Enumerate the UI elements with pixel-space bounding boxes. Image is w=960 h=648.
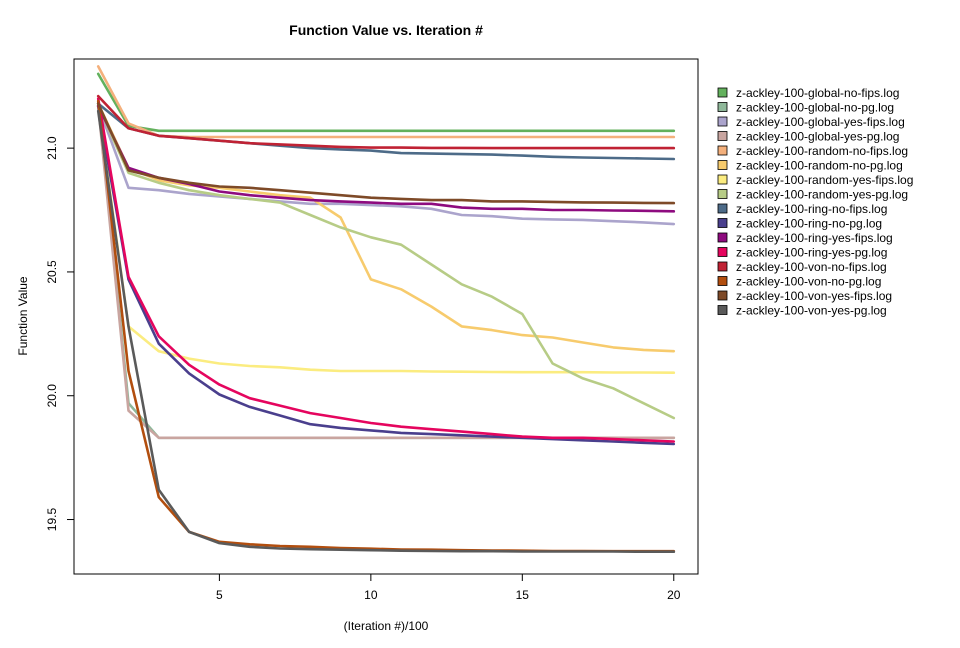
- legend-label: z-ackley-100-global-no-pg.log: [736, 101, 894, 115]
- series-line-1: [96, 72, 676, 133]
- series-line-7: [96, 104, 676, 375]
- x-axis-title: (Iteration #)/100: [344, 619, 429, 633]
- series-line-4: [96, 104, 676, 440]
- legend-label: z-ackley-100-random-no-pg.log: [736, 159, 903, 173]
- legend-swatch: [717, 276, 728, 286]
- series-line-11: [96, 104, 676, 213]
- y-tick-label: 20.0: [45, 384, 59, 408]
- series-line-5: [96, 65, 676, 139]
- legend-swatch: [717, 174, 728, 185]
- y-axis: 19.5 20.0 20.5 21.0: [45, 136, 74, 531]
- legend-label: z-ackley-100-von-yes-fips.log: [736, 289, 892, 303]
- x-tick-label: 15: [516, 588, 530, 602]
- legend-label: z-ackley-100-global-yes-fips.log: [736, 115, 905, 129]
- x-tick-label: 10: [364, 588, 378, 602]
- legend-swatch: [717, 247, 728, 257]
- x-tick-label: 5: [216, 588, 223, 602]
- legend-label: z-ackley-100-von-yes-pg.log: [736, 304, 887, 318]
- series-layer: [96, 65, 676, 554]
- legend-swatch: [717, 261, 728, 272]
- legend-label: z-ackley-100-random-no-fips.log: [736, 144, 908, 158]
- legend: z-ackley-100-global-no-fips.logz-ackley-…: [717, 86, 913, 318]
- series-line-2: [96, 102, 676, 440]
- legend-label: z-ackley-100-ring-no-fips.log: [736, 202, 887, 216]
- legend-label: z-ackley-100-global-yes-pg.log: [736, 130, 899, 144]
- legend-swatch: [717, 145, 728, 156]
- legend-swatch: [717, 305, 728, 315]
- legend-swatch: [717, 102, 728, 112]
- legend-swatch: [717, 203, 728, 214]
- x-tick-label: 20: [667, 588, 681, 602]
- legend-swatch: [717, 218, 728, 228]
- legend-label: z-ackley-100-ring-yes-fips.log: [736, 231, 893, 245]
- y-tick-label: 20.5: [45, 260, 59, 284]
- series-line-14: [96, 99, 676, 553]
- legend-label: z-ackley-100-von-no-pg.log: [736, 275, 881, 289]
- series-line-13: [96, 94, 676, 150]
- series-line-10: [96, 104, 676, 446]
- y-tick-label: 21.0: [45, 136, 59, 160]
- plot-frame: [73, 58, 699, 575]
- series-line-16: [96, 109, 676, 554]
- legend-label: z-ackley-100-ring-yes-pg.log: [736, 246, 887, 260]
- chart-title: Function Value vs. Iteration #: [289, 22, 483, 38]
- series-line-6: [96, 102, 676, 353]
- legend-swatch: [717, 87, 728, 98]
- legend-label: z-ackley-100-global-no-fips.log: [736, 86, 899, 100]
- series-line-12: [96, 97, 676, 443]
- legend-swatch: [717, 131, 728, 141]
- legend-label: z-ackley-100-random-yes-pg.log: [736, 188, 908, 202]
- legend-label: z-ackley-100-random-yes-fips.log: [736, 173, 913, 187]
- legend-swatch: [717, 116, 728, 127]
- legend-swatch: [717, 232, 728, 243]
- y-tick-label: 19.5: [45, 508, 59, 532]
- legend-label: z-ackley-100-ring-no-pg.log: [736, 217, 882, 231]
- legend-swatch: [717, 189, 728, 199]
- series-line-15: [96, 102, 676, 205]
- legend-swatch: [717, 290, 728, 301]
- legend-swatch: [717, 160, 728, 170]
- legend-label: z-ackley-100-von-no-fips.log: [736, 260, 887, 274]
- series-line-8: [96, 104, 676, 420]
- y-axis-title: Function Value: [16, 276, 30, 355]
- x-axis: 5 10 15 20: [216, 574, 681, 602]
- series-line-3: [96, 104, 676, 226]
